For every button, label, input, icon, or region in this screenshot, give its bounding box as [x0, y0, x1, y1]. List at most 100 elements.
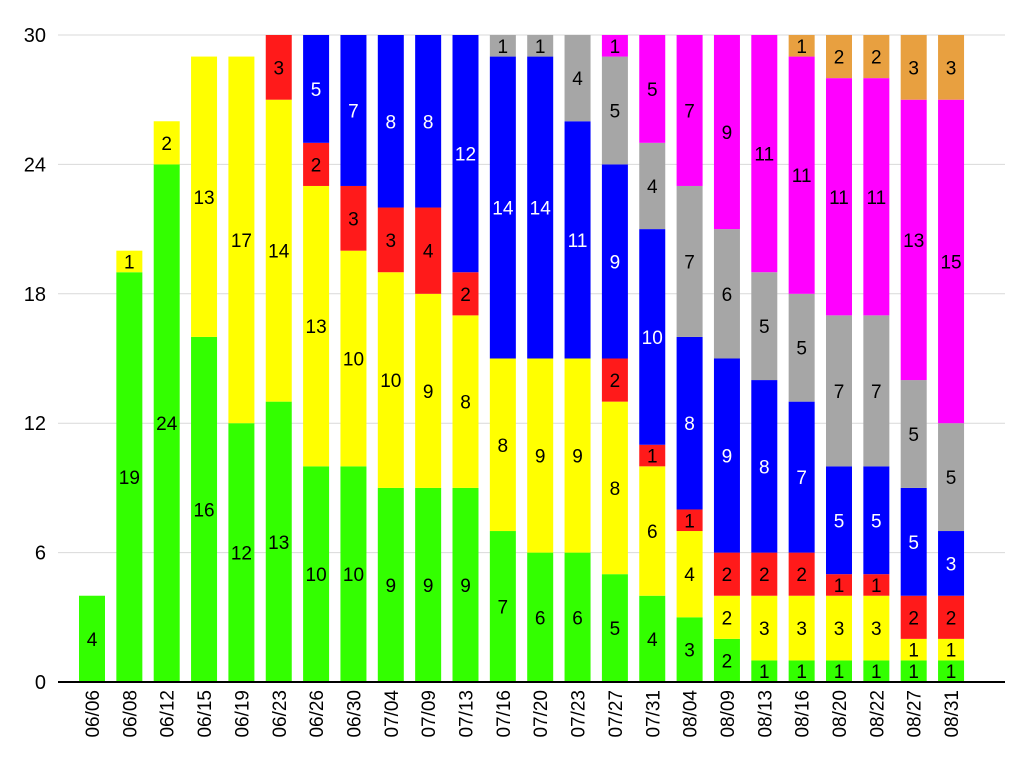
data-label: 2: [834, 48, 845, 69]
data-label: 2: [796, 565, 807, 586]
bar-segment: [938, 595, 965, 639]
data-label: 6: [572, 608, 583, 629]
bar-segment: [826, 574, 852, 596]
bar-segment: [265, 401, 292, 682]
data-label: 7: [834, 382, 845, 403]
data-label: 1: [908, 641, 919, 662]
bar-segment: [788, 552, 815, 596]
data-label: 2: [161, 134, 172, 155]
data-label: 19: [119, 468, 140, 489]
data-label: 10: [306, 565, 327, 586]
y-axis-ticks: 0 6 12 18 24 30: [24, 25, 46, 694]
data-label: 14: [530, 199, 552, 220]
bar-segment: [900, 638, 927, 661]
bar-segment: [938, 531, 965, 596]
data-label: 1: [834, 662, 845, 683]
bar-segment: [713, 358, 740, 553]
bar-segment: [713, 595, 740, 639]
data-label: 8: [759, 457, 770, 478]
data-label: 4: [647, 177, 658, 198]
data-label: 4: [684, 565, 695, 586]
data-label: 3: [273, 58, 284, 79]
bar-segment: [527, 358, 554, 553]
bar-segment: [788, 660, 815, 682]
data-label: 14: [492, 199, 514, 220]
data-label: 1: [759, 662, 770, 683]
data-label: 16: [193, 500, 214, 521]
y-tick-label: 24: [24, 154, 46, 176]
bar-segment: [826, 78, 852, 316]
bar-segment: [863, 35, 890, 79]
data-label: 1: [796, 662, 807, 683]
data-label: 7: [684, 252, 695, 273]
bar-segment: [452, 35, 479, 273]
data-label: 8: [610, 479, 621, 500]
bar-segment: [713, 638, 740, 682]
data-label: 2: [311, 155, 322, 176]
data-label: 2: [908, 608, 919, 629]
data-label: 1: [796, 37, 807, 58]
bar-segment: [900, 660, 927, 682]
bar-segment: [639, 444, 666, 467]
bar-segment: [826, 35, 852, 79]
bar-segment: [900, 487, 927, 596]
data-label: 5: [834, 511, 845, 532]
data-label: 3: [386, 231, 397, 252]
data-label: 13: [903, 231, 924, 252]
data-label: 9: [610, 252, 621, 273]
data-label: 11: [829, 188, 849, 209]
data-label: 17: [231, 231, 252, 252]
bar-segment: [527, 35, 554, 57]
bar-segment: [601, 35, 628, 57]
data-label: 5: [759, 317, 770, 338]
bar-segment: [713, 229, 740, 359]
x-tick-label: 07/16: [494, 690, 515, 738]
bar-segment: [938, 638, 965, 661]
x-tick-label: 08/31: [942, 690, 963, 738]
data-label: 8: [460, 393, 471, 414]
x-tick-label: 08/16: [793, 690, 814, 738]
data-label: 3: [871, 619, 882, 640]
data-label: 9: [423, 576, 434, 597]
bar-segment: [340, 35, 367, 186]
data-label: 11: [568, 231, 588, 252]
bar-segment: [415, 487, 442, 682]
data-label: 9: [386, 576, 397, 597]
bar-segment: [639, 35, 666, 143]
data-label: 1: [871, 576, 882, 597]
bar-segment: [751, 35, 778, 273]
x-tick-label: 06/19: [232, 690, 253, 738]
data-label: 2: [759, 565, 770, 586]
bar-segment: [601, 56, 628, 165]
data-label: 9: [423, 382, 434, 403]
data-label: 3: [834, 619, 845, 640]
bar-segment: [938, 660, 965, 682]
data-label: 5: [908, 425, 919, 446]
x-tick-label: 08/22: [867, 690, 888, 738]
bar-segment: [191, 56, 218, 337]
data-label: 10: [380, 371, 401, 392]
x-tick-label: 06/23: [270, 690, 291, 738]
bar-segment: [489, 35, 516, 57]
x-tick-label: 08/04: [681, 690, 702, 738]
bar-segment: [639, 595, 666, 682]
bar-segment: [826, 595, 852, 661]
data-label: 6: [722, 285, 733, 306]
bar-segment: [153, 121, 180, 165]
data-label: 5: [871, 511, 882, 532]
y-tick-label: 12: [24, 413, 46, 435]
data-label: 24: [156, 414, 178, 435]
data-label: 7: [796, 468, 807, 489]
data-label: 10: [343, 565, 364, 586]
bar-segment: [564, 358, 591, 553]
bar-segment: [900, 99, 927, 381]
bar-segment: [676, 185, 703, 337]
x-tick-label: 08/09: [718, 690, 739, 738]
bar-segment: [863, 595, 890, 661]
bar-segment: [452, 272, 479, 316]
x-tick-label: 08/20: [830, 690, 851, 738]
data-label: 1: [871, 662, 882, 683]
data-label: 8: [498, 436, 509, 457]
y-tick-label: 18: [24, 284, 46, 306]
data-label: 7: [498, 598, 509, 619]
